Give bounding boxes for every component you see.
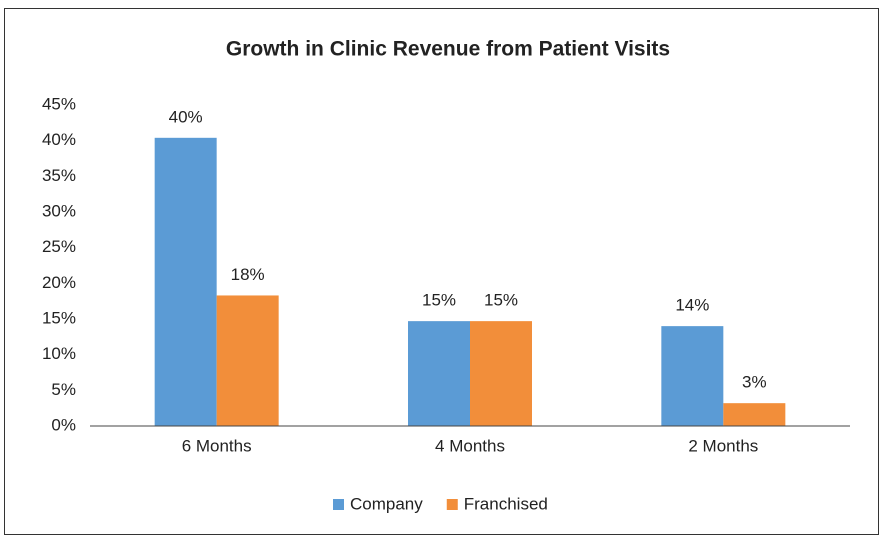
bar bbox=[154, 137, 217, 426]
data-label: 15% bbox=[422, 291, 456, 310]
chart-title: Growth in Clinic Revenue from Patient Vi… bbox=[226, 38, 670, 61]
x-tick-label: 4 Months bbox=[435, 436, 505, 455]
legend-label: Franchised bbox=[464, 494, 548, 513]
bar bbox=[408, 321, 470, 426]
data-label: 14% bbox=[675, 296, 709, 315]
y-tick-label: 0% bbox=[51, 415, 76, 434]
y-tick-label: 35% bbox=[42, 166, 76, 185]
y-tick-label: 10% bbox=[42, 344, 76, 363]
chart-border bbox=[4, 8, 879, 535]
bar bbox=[216, 295, 279, 426]
bar bbox=[723, 403, 786, 426]
x-tick-label: 6 Months bbox=[182, 436, 252, 455]
y-tick-label: 25% bbox=[42, 237, 76, 256]
y-tick-label: 45% bbox=[42, 94, 76, 113]
x-tick-label: 2 Months bbox=[688, 436, 758, 455]
y-tick-label: 20% bbox=[42, 273, 76, 292]
legend-swatch bbox=[333, 499, 344, 510]
y-tick-label: 40% bbox=[42, 130, 76, 149]
y-tick-label: 30% bbox=[42, 201, 76, 220]
bar bbox=[661, 326, 724, 426]
data-label: 18% bbox=[231, 265, 265, 284]
y-tick-label: 15% bbox=[42, 308, 76, 327]
legend-swatch bbox=[446, 499, 458, 510]
y-tick-label: 5% bbox=[51, 380, 76, 399]
legend-label: Company bbox=[350, 494, 423, 513]
bar bbox=[470, 321, 532, 426]
data-label: 40% bbox=[169, 107, 203, 126]
data-label: 15% bbox=[484, 291, 518, 310]
data-label: 3% bbox=[742, 373, 767, 392]
